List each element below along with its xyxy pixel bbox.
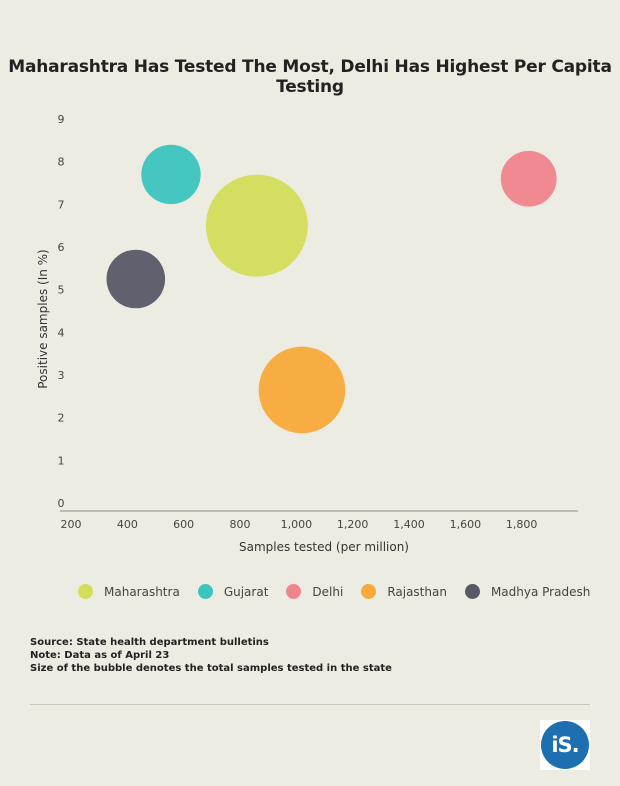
- legend-item: Gujarat: [197, 584, 269, 599]
- legend-swatch: [197, 584, 213, 599]
- bubble-madhya-pradesh: [106, 249, 166, 309]
- bubble-size-note: Size of the bubble denotes the total sam…: [30, 663, 392, 674]
- y-tick-label: 2: [58, 412, 65, 425]
- y-axis-title: Positive samples (In %): [36, 249, 50, 389]
- date-note: Note: Data as of April 23: [30, 650, 170, 661]
- y-tick-label: 4: [58, 326, 65, 339]
- bubble-delhi: [500, 150, 557, 207]
- y-tick-label: 5: [58, 284, 65, 297]
- x-tick-label: 1,000: [281, 518, 313, 531]
- bubble-gujarat: [141, 144, 201, 205]
- y-tick-label: 7: [58, 198, 65, 211]
- x-tick-label: 600: [173, 518, 194, 531]
- bubble-maharashtra: [205, 174, 308, 277]
- x-tick-label: 1,600: [450, 518, 482, 531]
- y-tick-label: 6: [58, 241, 65, 254]
- x-axis-title: Samples tested (per million): [239, 540, 409, 554]
- legend-label: Gujarat: [223, 584, 269, 599]
- y-tick-label: 8: [58, 156, 65, 169]
- x-tick-label: 800: [230, 518, 251, 531]
- legend-label: Delhi: [312, 584, 344, 599]
- legend-label: Maharashtra: [104, 584, 180, 599]
- x-tick-label: 1,200: [337, 518, 369, 531]
- legend-item: Delhi: [286, 584, 343, 599]
- legend-swatch: [464, 584, 480, 599]
- chart-notes: Source: State health department bulletin…: [30, 636, 392, 675]
- logo-mark: iS.: [541, 721, 589, 769]
- legend-label: Rajasthan: [387, 584, 447, 599]
- bubble-chart: 0 1 2 3 4 5 6 7 8 9 200 400 600 800 1,000 1,200 1,400 1,6…: [36, 113, 578, 554]
- x-tick-label: 400: [117, 518, 138, 531]
- legend-label: Madhya Pradesh: [490, 584, 591, 599]
- y-tick-label: 9: [58, 113, 65, 126]
- legend-item: Rajasthan: [361, 584, 447, 599]
- x-tick-label: 1,400: [393, 518, 425, 531]
- chart-title: Maharashtra Has Tested The Most, Delhi H…: [8, 57, 612, 97]
- divider: [30, 704, 590, 705]
- bubble-rajasthan: [258, 346, 346, 434]
- y-tick-label: 0: [58, 497, 65, 510]
- x-tick-label: 1,800: [506, 518, 538, 531]
- x-tick-label: 200: [61, 518, 82, 531]
- legend-swatch: [286, 584, 302, 599]
- legend-item: Madhya Pradesh: [464, 584, 591, 599]
- legend-swatch: [361, 584, 377, 599]
- legend-item: Maharashtra: [78, 584, 180, 599]
- chart-legend: Maharashtra Gujarat Delhi Rajasthan Madhya P…: [78, 584, 608, 599]
- y-tick-label: 1: [58, 454, 65, 467]
- source-note: Source: State health department bulletin…: [30, 637, 269, 648]
- y-tick-label: 3: [58, 369, 65, 382]
- legend-swatch: [78, 584, 93, 599]
- brand-logo: iS.: [540, 720, 590, 770]
